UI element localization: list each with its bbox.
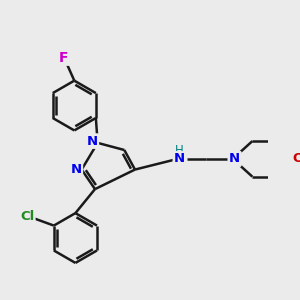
Text: F: F (59, 50, 68, 64)
Text: H: H (175, 143, 184, 157)
Text: N: N (87, 135, 98, 148)
Text: Cl: Cl (20, 210, 34, 223)
Text: N: N (174, 152, 185, 165)
Text: N: N (229, 152, 240, 165)
Text: N: N (229, 152, 240, 165)
Text: N: N (71, 163, 82, 176)
Text: O: O (292, 152, 300, 165)
